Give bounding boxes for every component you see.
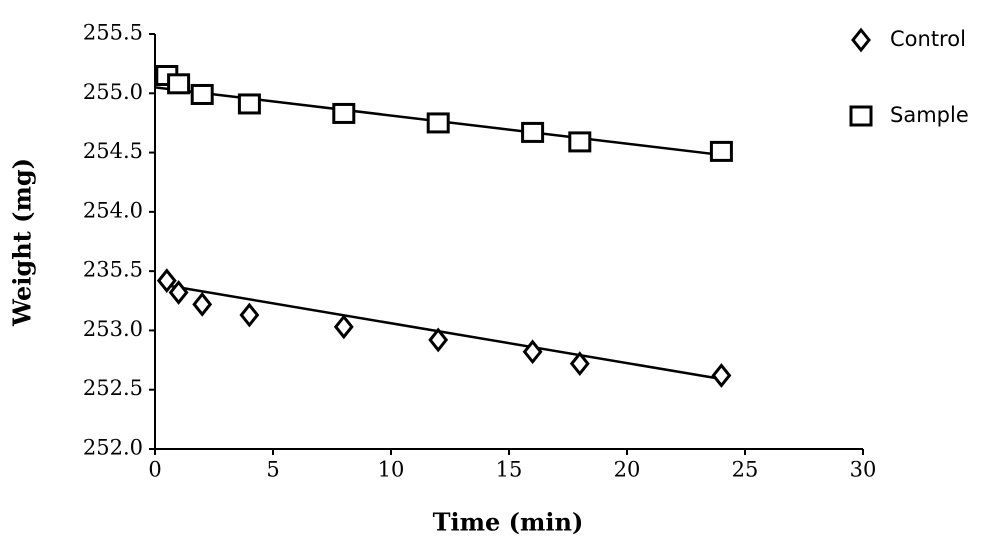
y-tick-label: 252.5 — [83, 376, 143, 400]
data-point — [569, 351, 590, 377]
data-point — [522, 339, 543, 365]
legend-label: Sample — [890, 103, 969, 127]
data-point — [332, 102, 356, 124]
y-tick-label: 235.5 — [83, 258, 143, 282]
data-point — [709, 140, 733, 162]
data-point — [168, 280, 189, 305]
y-tick-label: 253.0 — [83, 317, 143, 341]
data-point — [239, 302, 260, 328]
legend-label: Control — [890, 27, 966, 51]
data-point — [192, 291, 213, 317]
y-tick-label: 254.5 — [83, 139, 143, 163]
y-axis-title: Weight (mg) — [8, 158, 37, 327]
x-tick-label: 10 — [378, 458, 405, 482]
x-tick-label: 0 — [148, 458, 161, 482]
x-tick-label: 15 — [496, 458, 523, 482]
data-point — [167, 73, 191, 95]
y-tick-label: 255.5 — [83, 21, 143, 45]
data-point — [568, 131, 592, 153]
legend-marker — [851, 27, 871, 53]
data-point — [237, 93, 261, 115]
data-point — [333, 314, 354, 340]
x-tick-label: 20 — [614, 458, 641, 482]
x-tick-label: 25 — [732, 458, 759, 482]
data-point — [190, 83, 214, 105]
data-point — [521, 121, 545, 143]
data-point — [711, 363, 732, 388]
x-tick-label: 5 — [266, 458, 279, 482]
data-point — [428, 327, 449, 353]
y-tick-label: 254.0 — [83, 198, 143, 222]
legend-marker — [849, 105, 873, 127]
data-point — [426, 112, 450, 134]
x-tick-label: 30 — [850, 458, 877, 482]
trend-line — [166, 284, 722, 381]
x-axis-title: Time (min) — [433, 508, 584, 537]
data-point — [156, 268, 177, 294]
y-tick-label: 255.0 — [83, 80, 143, 104]
y-tick-label: 252.0 — [83, 436, 143, 460]
